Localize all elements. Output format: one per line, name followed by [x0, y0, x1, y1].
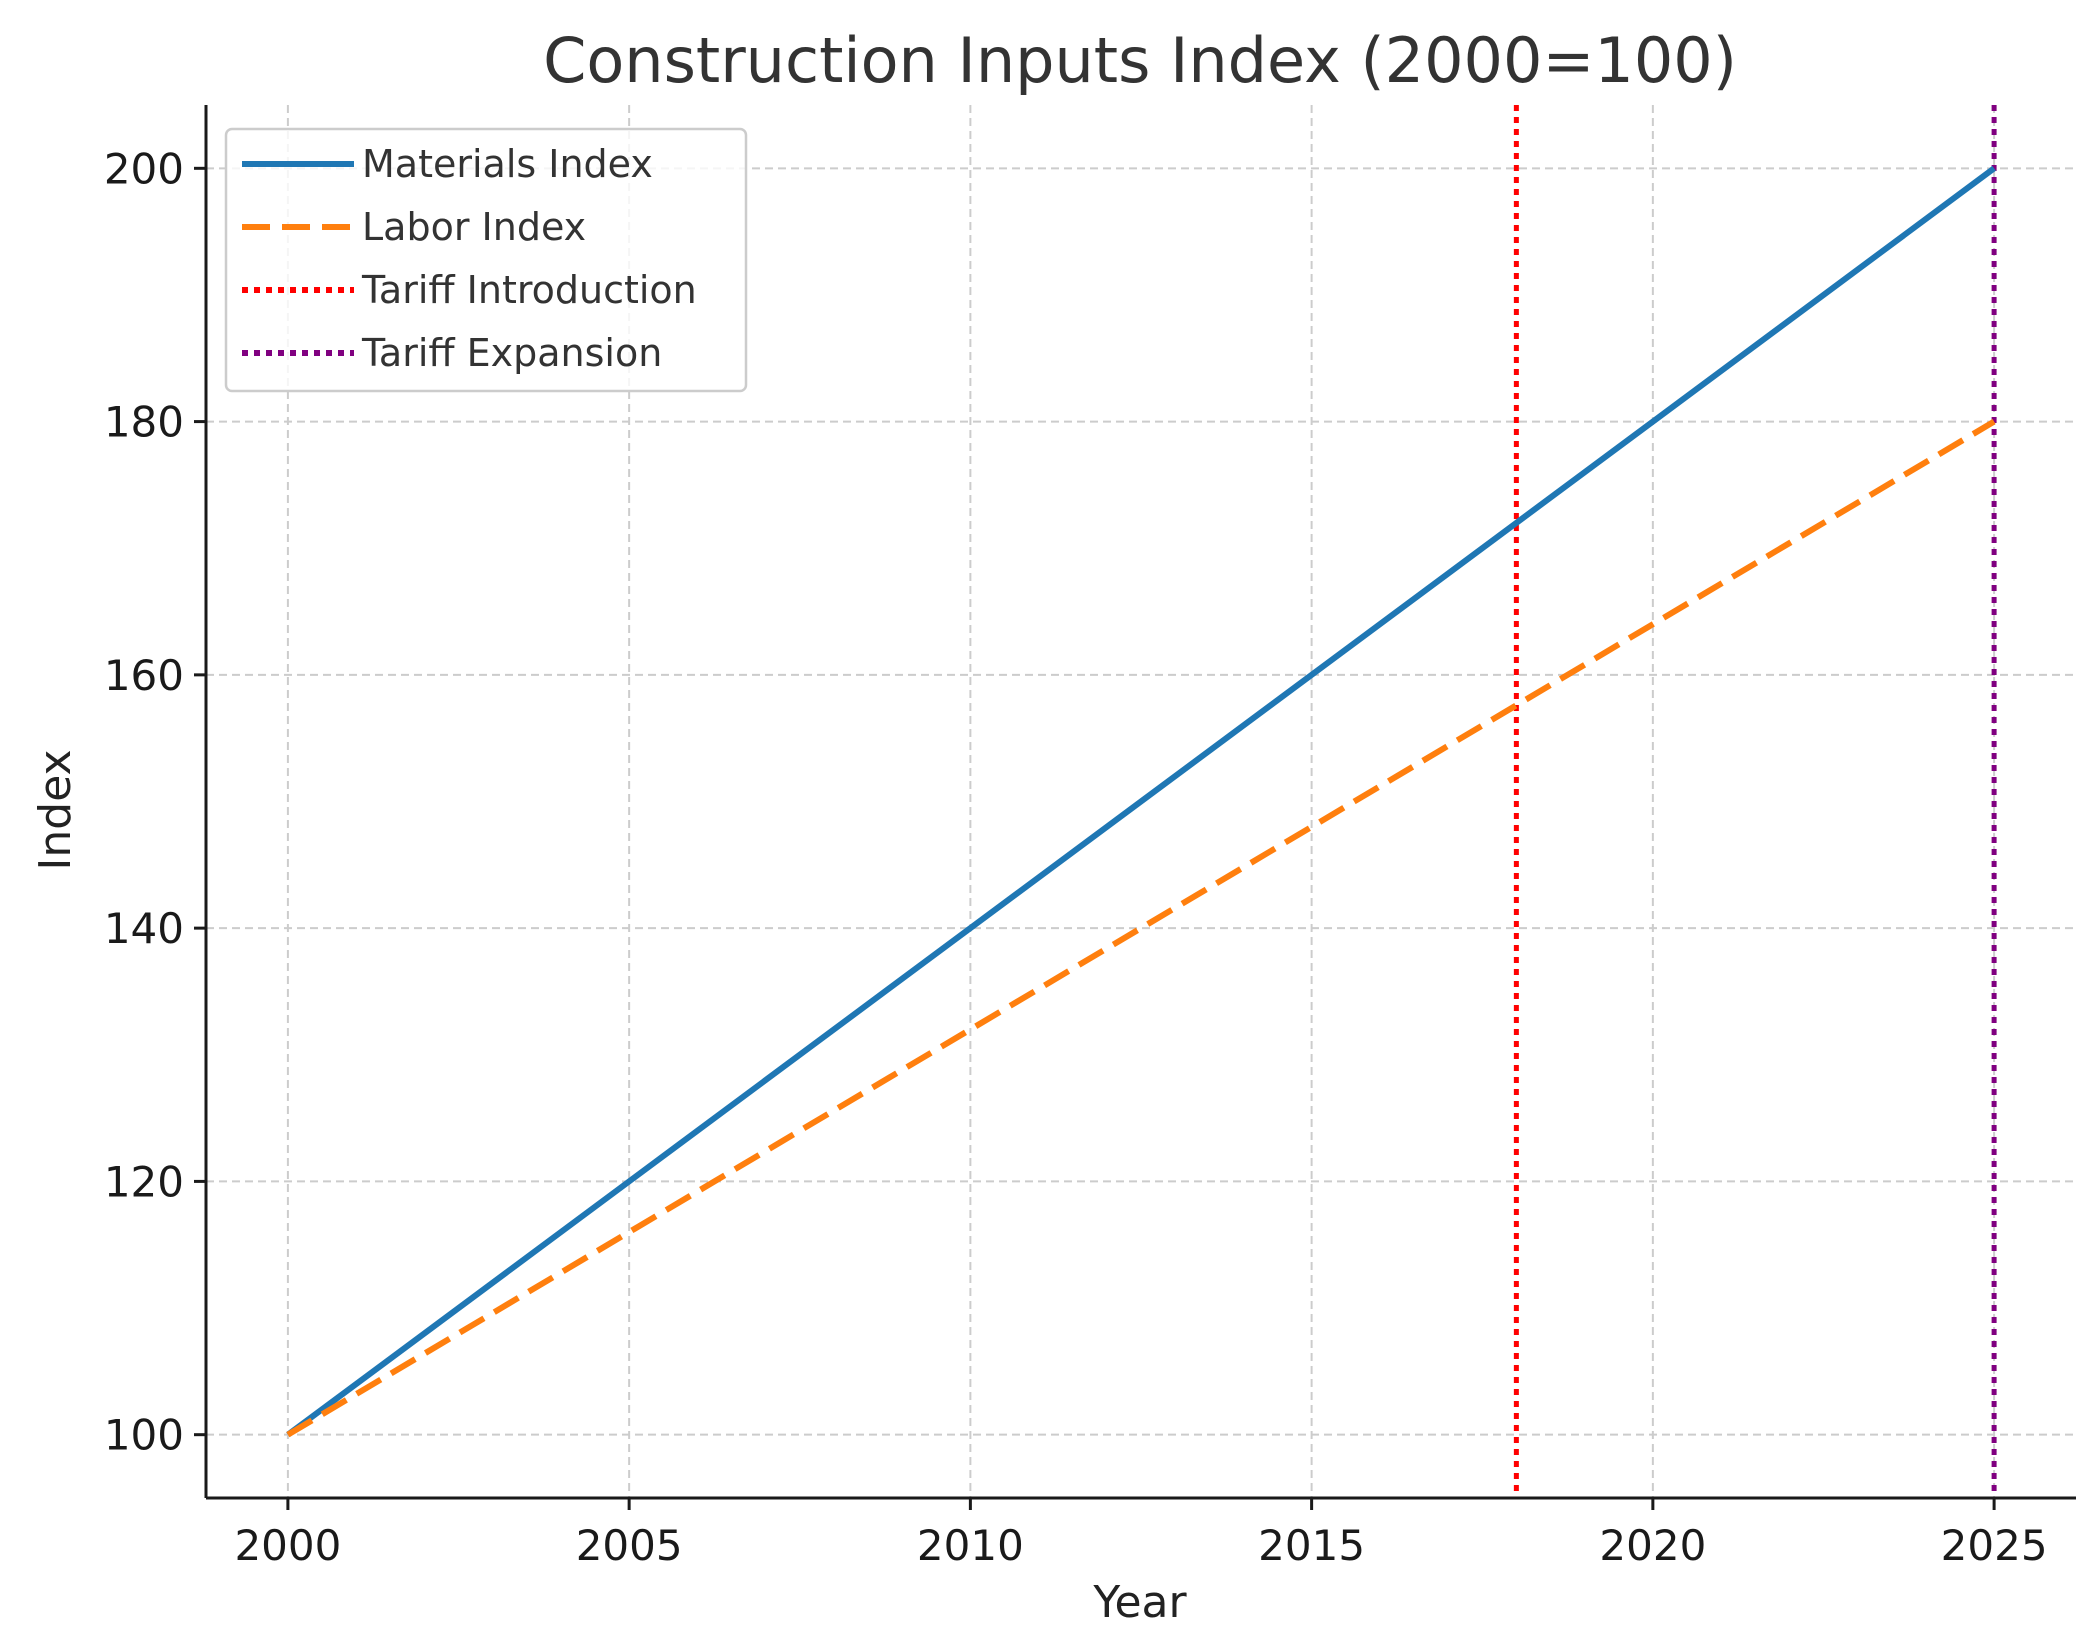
x-tick-label-2000: 2000 [234, 1521, 341, 1570]
y-tick-label-160: 160 [104, 651, 184, 700]
axes [204, 105, 2076, 1500]
y-tick-label-180: 180 [104, 398, 184, 447]
chart-title: Construction Inputs Index (2000=100) [543, 24, 1737, 97]
series-line-1 [286, 419, 1996, 1438]
series-lines [286, 165, 1996, 1438]
x-tick-label-2025: 2025 [1941, 1521, 2048, 1570]
series-line-0 [286, 165, 1996, 1438]
x-tick-label-2005: 2005 [576, 1521, 683, 1570]
x-tick-label-2010: 2010 [917, 1521, 1024, 1570]
y-axis-ticks: 100 120 140 160 180 200 [104, 144, 206, 1460]
x-tick-label-2015: 2015 [1258, 1521, 1365, 1570]
legend: Materials Index Labor Index Tariff Introdu… [224, 127, 748, 393]
y-tick-label-200: 200 [104, 144, 184, 193]
x-axis-ticks: 2000 2005 2010 2015 2020 2025 [234, 1498, 2048, 1570]
y-tick-label-120: 120 [104, 1157, 184, 1206]
legend-box [224, 127, 748, 393]
y-tick-label-140: 140 [104, 904, 184, 953]
legend-label-0: Materials Index [362, 142, 653, 186]
legend-label-3: Tariff Expansion [361, 331, 662, 375]
x-tick-label-2020: 2020 [1599, 1521, 1706, 1570]
y-tick-label-100: 100 [104, 1411, 184, 1460]
event-lines [1513, 105, 1997, 1498]
y-axis-label: Index [30, 749, 81, 870]
x-axis-label: Year [1092, 1577, 1187, 1628]
legend-label-1: Labor Index [362, 205, 586, 249]
legend-label-2: Tariff Introduction [361, 268, 697, 312]
